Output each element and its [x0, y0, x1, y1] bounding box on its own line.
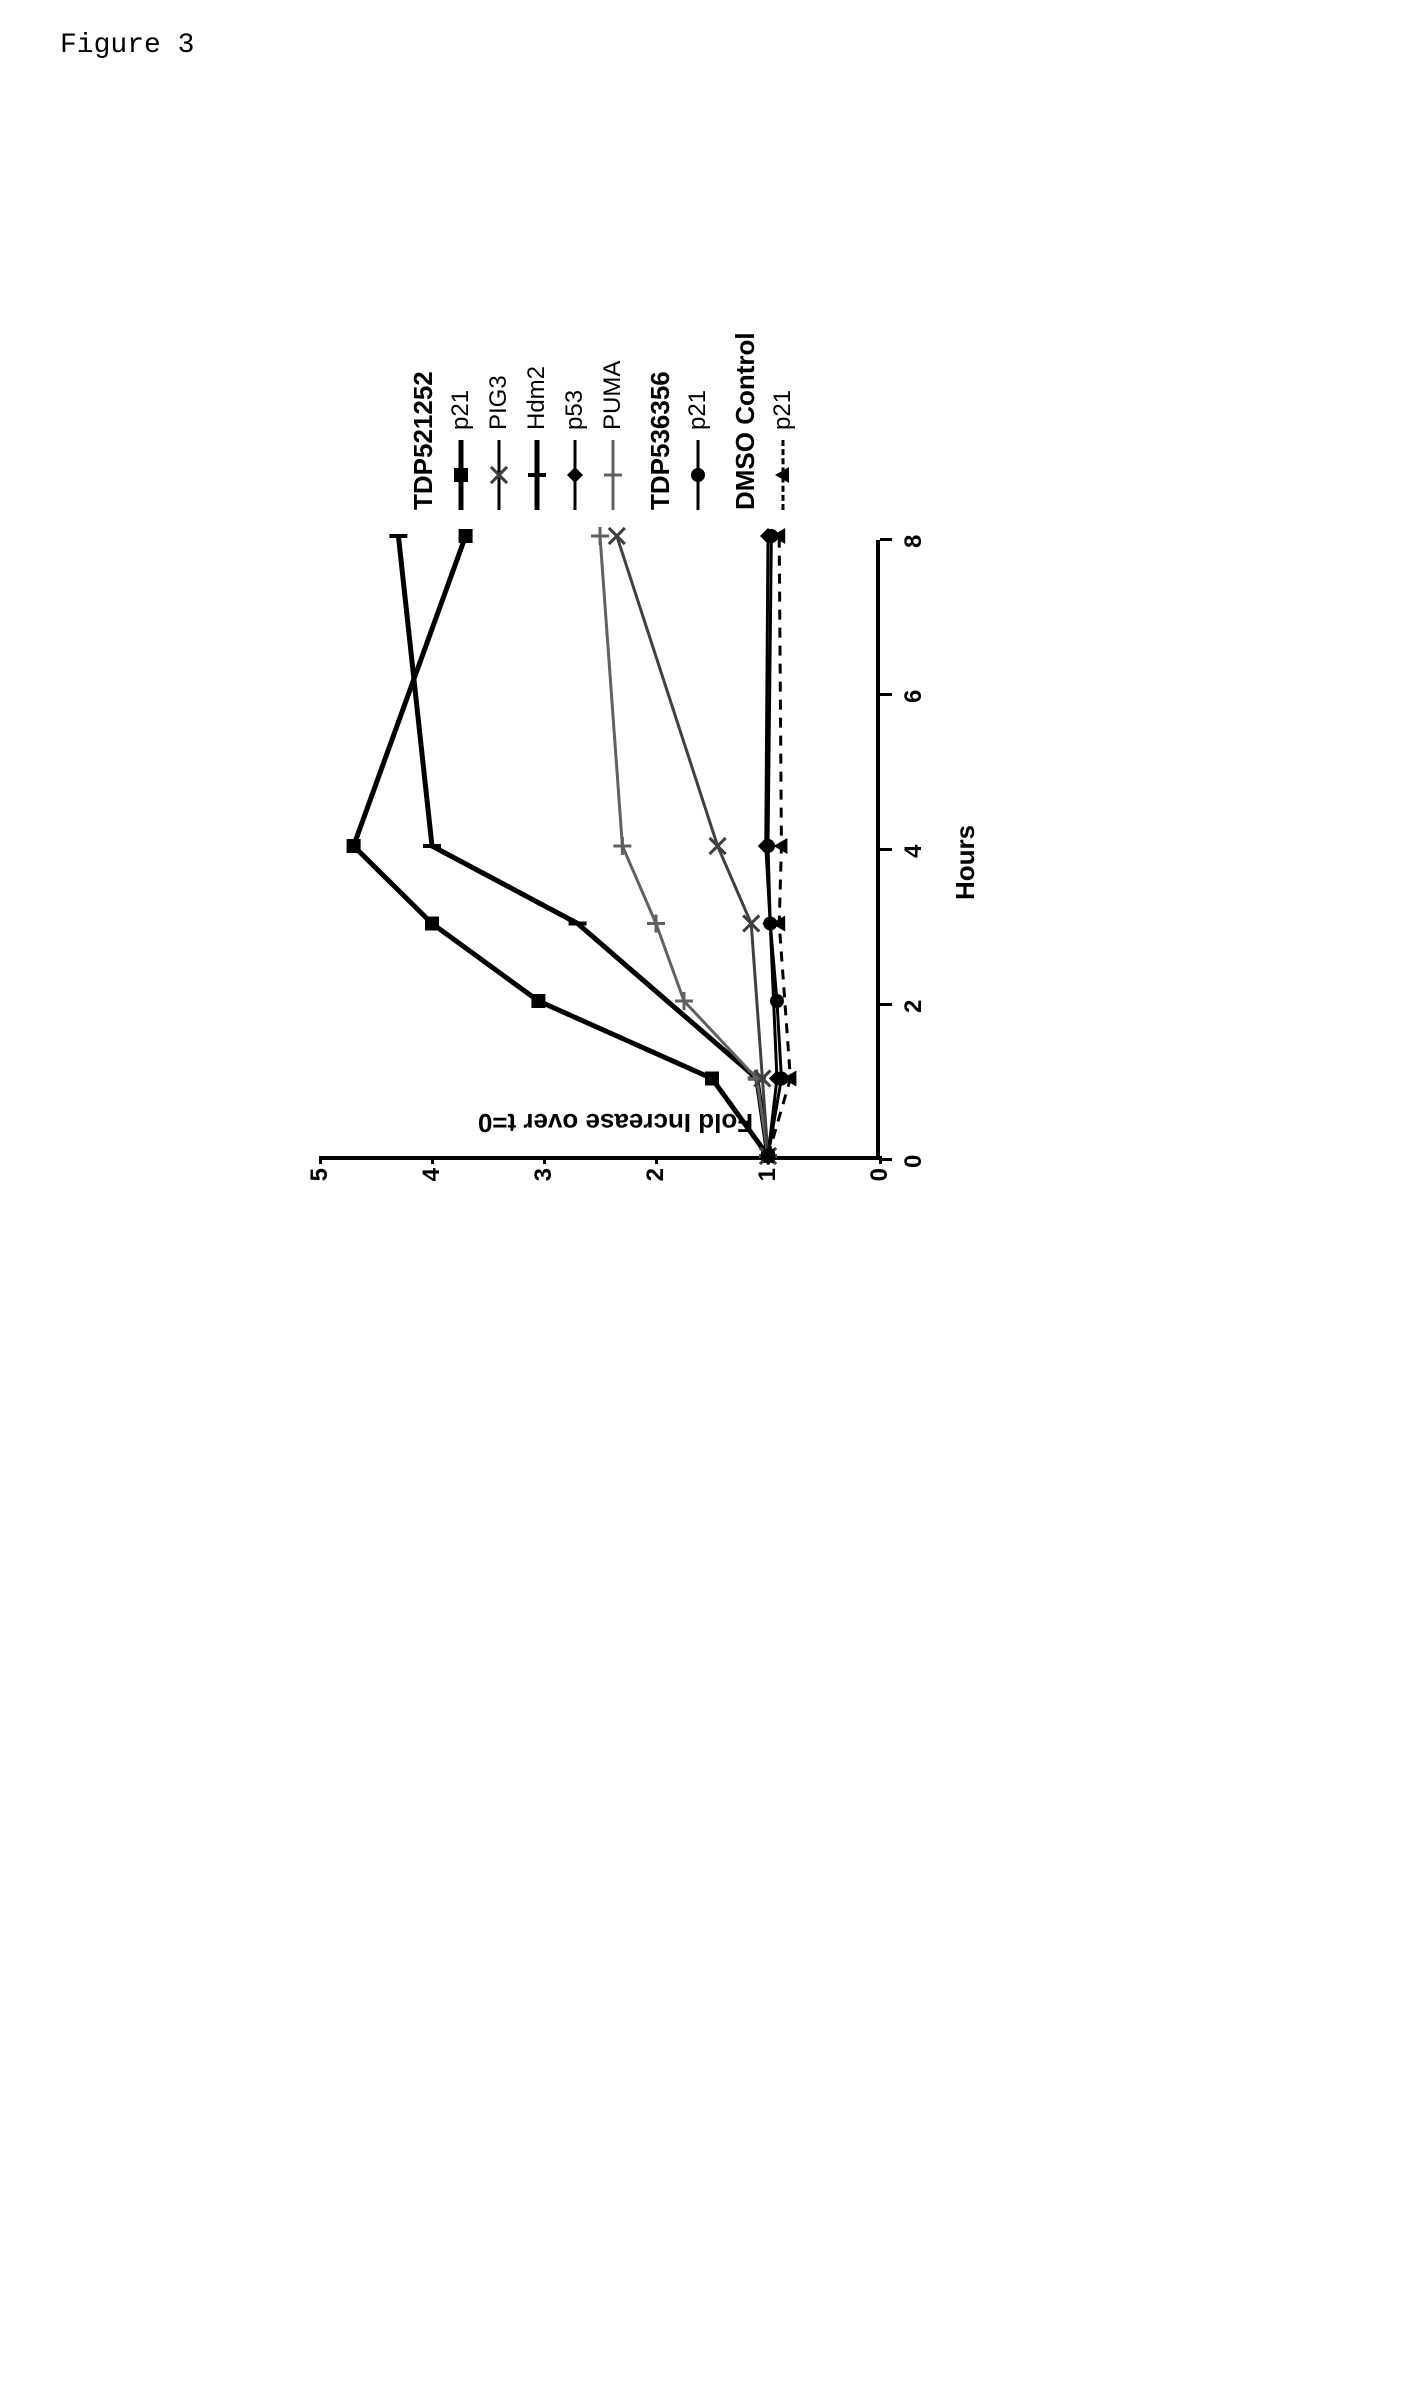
y-tick-mark: [543, 1156, 546, 1164]
y-tick-label: 3: [530, 1168, 558, 1192]
legend-item: PUMA: [599, 332, 627, 510]
series-marker: [770, 994, 784, 1008]
legend-label: p21: [769, 390, 797, 430]
legend-item: PIG3: [485, 332, 513, 510]
legend: TDP521252 p21 PIG3 Hdm2 p53 PUMA TDP536356 p21 D…: [390, 332, 807, 510]
series-marker: [710, 838, 726, 854]
legend-item: Hdm2: [523, 332, 551, 510]
y-tick-label: 5: [306, 1168, 334, 1192]
y-tick-mark: [655, 1156, 658, 1164]
y-tick-label: 0: [866, 1168, 894, 1192]
chart-svg: [320, 536, 880, 1156]
legend-group-title: TDP521252: [408, 332, 439, 510]
legend-group-title: DMSO Control: [730, 332, 761, 510]
series-marker: [647, 915, 665, 933]
x-tick-label: 8: [900, 535, 928, 548]
x-tick-mark: [880, 1003, 892, 1006]
x-tick-mark: [880, 538, 892, 541]
x-tick-mark: [880, 848, 892, 851]
y-tick-mark: [767, 1156, 770, 1164]
series-marker: [425, 917, 439, 931]
y-tick-label: 1: [754, 1168, 782, 1192]
legend-item: p21: [447, 332, 475, 510]
legend-item: p21: [684, 332, 712, 510]
legend-label: p21: [447, 390, 475, 430]
series-marker: [705, 1072, 719, 1086]
legend-marker: [487, 440, 511, 510]
legend-item: p21: [769, 332, 797, 510]
legend-label: PUMA: [599, 361, 627, 430]
x-tick-mark: [880, 1158, 892, 1161]
y-tick-label: 2: [642, 1168, 670, 1192]
y-tick-mark: [319, 1156, 322, 1164]
x-tick-label: 6: [900, 690, 928, 703]
legend-marker: [563, 440, 587, 510]
legend-label: Hdm2: [523, 366, 551, 430]
figure-label: Figure 3: [60, 30, 194, 61]
series-marker: [459, 529, 473, 543]
series-marker: [613, 837, 631, 855]
plot-area: [320, 540, 880, 1160]
series-marker: [591, 527, 609, 545]
legend-marker: [601, 440, 625, 510]
chart-container: Fold Increase over t=0 Hours TDP521252p2…: [270, 180, 1170, 1280]
legend-label: p53: [561, 390, 589, 430]
legend-item: p53: [561, 332, 589, 510]
legend-marker: [771, 440, 795, 510]
x-tick-label: 4: [900, 845, 928, 858]
legend-marker: [449, 440, 473, 510]
y-tick-mark: [431, 1156, 434, 1164]
series-marker: [761, 839, 775, 853]
legend-marker: [686, 440, 710, 510]
legend-group-title: TDP536356: [645, 332, 676, 510]
x-tick-label: 2: [900, 1000, 928, 1013]
series-marker: [531, 994, 545, 1008]
y-tick-label: 4: [418, 1168, 446, 1192]
x-axis-label: Hours: [950, 825, 981, 900]
series-marker: [609, 528, 625, 544]
legend-label: p21: [684, 390, 712, 430]
series-line: [398, 536, 768, 1156]
series-line: [617, 536, 768, 1156]
x-tick-label: 0: [900, 1155, 928, 1168]
legend-label: PIG3: [485, 375, 513, 430]
series-marker: [347, 839, 361, 853]
legend-marker: [525, 440, 549, 510]
series-line: [354, 536, 768, 1156]
x-tick-mark: [880, 693, 892, 696]
